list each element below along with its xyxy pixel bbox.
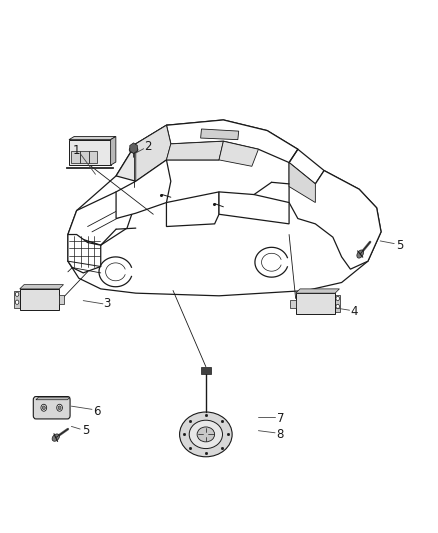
- FancyBboxPatch shape: [33, 397, 70, 419]
- Polygon shape: [69, 136, 116, 140]
- Text: 8: 8: [277, 428, 284, 441]
- Text: 4: 4: [350, 305, 358, 318]
- Text: 2: 2: [144, 140, 152, 152]
- Polygon shape: [166, 141, 223, 160]
- Ellipse shape: [58, 406, 61, 409]
- Polygon shape: [59, 295, 64, 304]
- Ellipse shape: [42, 406, 46, 409]
- Ellipse shape: [336, 304, 339, 309]
- Polygon shape: [296, 293, 335, 314]
- Polygon shape: [68, 192, 136, 245]
- Polygon shape: [71, 151, 80, 163]
- Text: 1: 1: [73, 144, 81, 157]
- Polygon shape: [68, 120, 381, 296]
- Polygon shape: [289, 163, 315, 203]
- Polygon shape: [80, 151, 88, 163]
- Ellipse shape: [189, 420, 223, 449]
- Text: 7: 7: [276, 412, 284, 425]
- Text: 3: 3: [104, 297, 111, 310]
- Polygon shape: [20, 285, 64, 289]
- Polygon shape: [14, 291, 20, 308]
- Polygon shape: [289, 163, 381, 269]
- Ellipse shape: [41, 405, 46, 411]
- Ellipse shape: [15, 292, 19, 296]
- Polygon shape: [69, 140, 110, 165]
- Polygon shape: [88, 151, 97, 163]
- Text: 5: 5: [396, 239, 403, 252]
- Ellipse shape: [15, 300, 19, 304]
- Polygon shape: [201, 367, 211, 374]
- Polygon shape: [335, 295, 340, 312]
- Polygon shape: [20, 289, 59, 310]
- Ellipse shape: [197, 427, 215, 442]
- Ellipse shape: [180, 412, 232, 457]
- Polygon shape: [219, 141, 258, 166]
- Polygon shape: [219, 192, 289, 224]
- Polygon shape: [166, 192, 219, 227]
- Polygon shape: [110, 136, 116, 165]
- Polygon shape: [136, 125, 171, 181]
- Polygon shape: [116, 125, 223, 181]
- Ellipse shape: [129, 147, 138, 153]
- Ellipse shape: [57, 405, 62, 411]
- Polygon shape: [296, 289, 339, 293]
- Polygon shape: [290, 300, 296, 308]
- Ellipse shape: [357, 250, 364, 258]
- Text: 6: 6: [93, 405, 101, 418]
- Polygon shape: [130, 143, 138, 154]
- Polygon shape: [166, 120, 298, 163]
- Polygon shape: [201, 129, 239, 140]
- Polygon shape: [116, 160, 171, 219]
- Text: 5: 5: [82, 424, 89, 437]
- Ellipse shape: [336, 296, 339, 301]
- Ellipse shape: [52, 434, 60, 441]
- Polygon shape: [68, 235, 101, 273]
- Polygon shape: [66, 167, 113, 168]
- Polygon shape: [36, 397, 70, 400]
